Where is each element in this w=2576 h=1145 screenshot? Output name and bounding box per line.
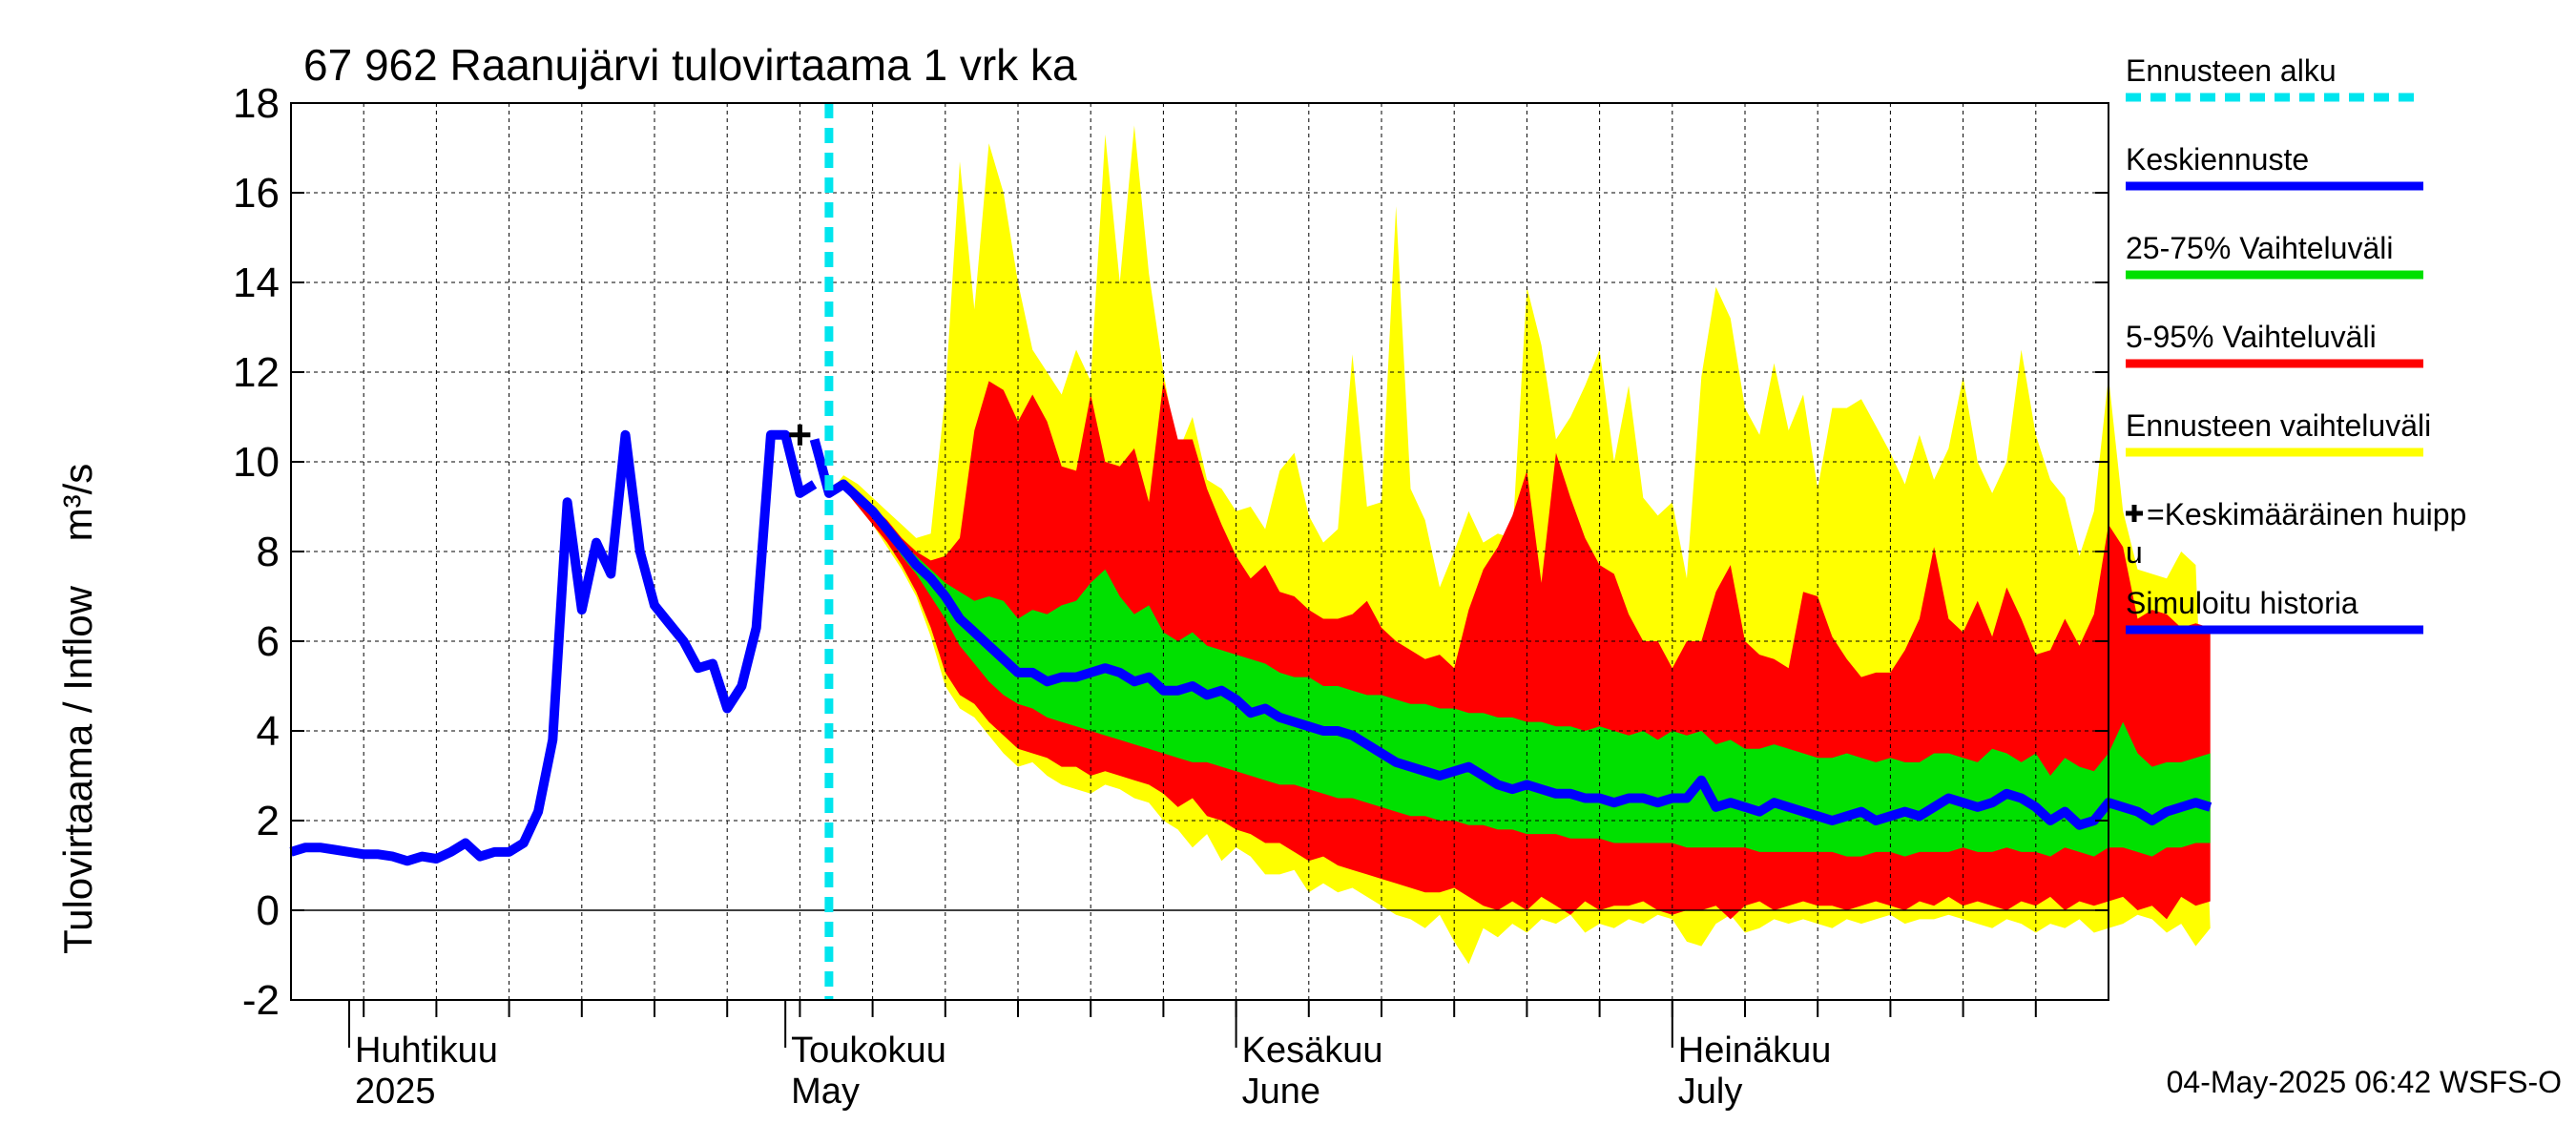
history-line (289, 429, 818, 866)
legend-label: 5-95% Vaihteluväli (2126, 320, 2377, 354)
y-tick-label: 12 (233, 349, 280, 396)
x-month-sublabel: July (1678, 1072, 1743, 1112)
x-month-label: Heinäkuu (1678, 1030, 1832, 1071)
y-tick-label: 10 (233, 439, 280, 486)
y-axis-label: Tulovirtaama / Inflow m³/s (55, 464, 100, 954)
legend-label: 25-75% Vaihteluväli (2126, 231, 2393, 265)
legend-label: Simuloitu historia (2126, 586, 2358, 620)
x-month-sublabel: May (791, 1072, 860, 1112)
plot-area (289, 102, 2212, 1001)
y-tick-label: 18 (233, 80, 280, 127)
legend-item: 25-75% Vaihteluväli (2126, 231, 2423, 280)
y-tick-label: 16 (233, 170, 280, 217)
x-month-sublabel: June (1242, 1072, 1320, 1112)
mean-peak-marker (789, 424, 811, 446)
y-tick-label: 0 (257, 887, 280, 934)
legend-label: Keskiennuste (2126, 142, 2309, 177)
legend-item: 5-95% Vaihteluväli (2126, 320, 2423, 368)
y-axis: -2 0 2 4 6 8 10 12 14 16 18 (233, 80, 2109, 1024)
x-month-sublabel: 2025 (355, 1072, 436, 1112)
forecast-bands (814, 125, 2211, 965)
y-tick-label: 2 (257, 798, 280, 844)
x-month-label: Kesäkuu (1242, 1030, 1383, 1071)
legend-label-wrap: u (2126, 535, 2143, 570)
y-tick-label: 4 (257, 708, 280, 755)
legend-item: Ennusteen vaihteluväli (2126, 408, 2431, 457)
footer-timestamp: 04-May-2025 06:42 WSFS-O (2167, 1065, 2562, 1099)
y-tick-label: 14 (233, 260, 280, 306)
legend-label: Ennusteen vaihteluväli (2126, 408, 2431, 443)
y-tick-label: 8 (257, 529, 280, 575)
legend-item: Ennusteen alku (2126, 53, 2423, 102)
legend-item: Simuloitu historia (2126, 586, 2423, 635)
series-lines (289, 103, 2212, 1000)
legend-label: Ennusteen alku (2126, 53, 2337, 88)
legend-label: =Keskimääräinen huipp (2147, 497, 2466, 531)
x-month-label: Huhtikuu (355, 1030, 498, 1071)
legend-item: Keskiennuste (2126, 142, 2423, 191)
x-month-label: Toukokuu (791, 1030, 946, 1071)
median-forecast-line (809, 438, 2212, 830)
legend: Ennusteen alku Keskiennuste 25-75% Vaihtel… (2126, 53, 2466, 635)
y-tick-label: -2 (242, 977, 280, 1024)
y-tick-label: 6 (257, 618, 280, 665)
chart-title: 67 962 Raanujärvi tulovirtaama 1 vrk ka (303, 40, 1077, 90)
